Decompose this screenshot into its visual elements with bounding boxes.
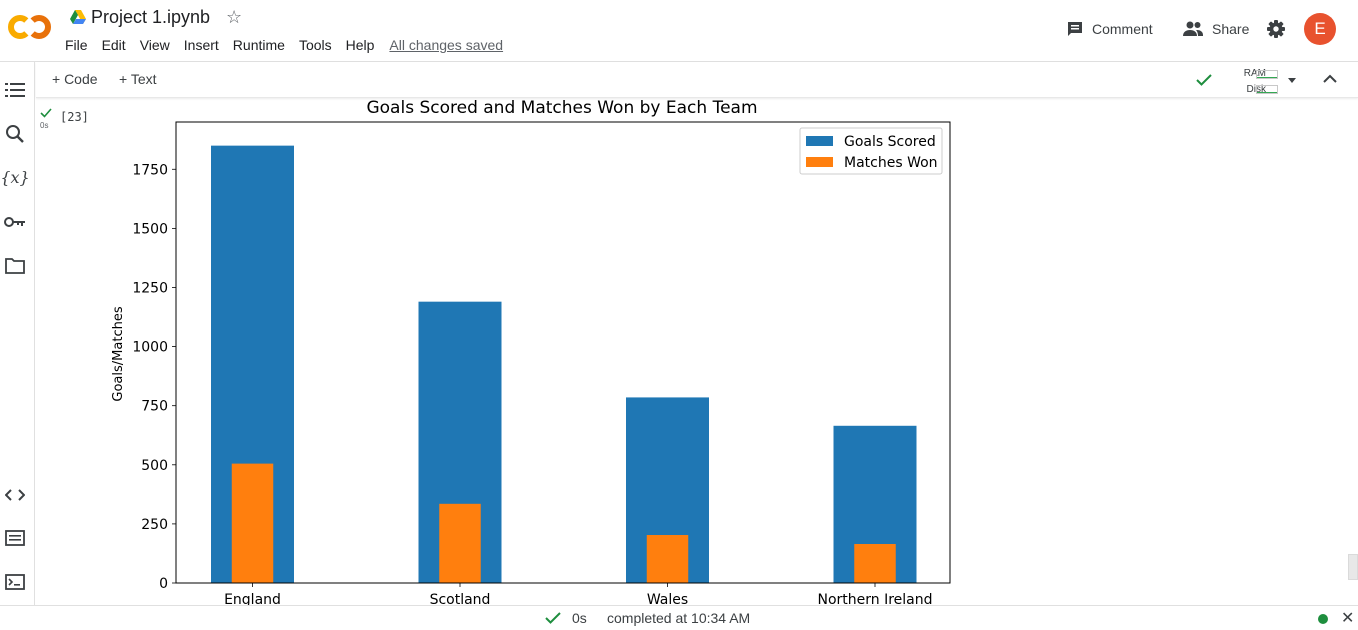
share-label: Share — [1212, 21, 1250, 37]
x-tick-label: Scotland — [430, 592, 491, 606]
chevron-down-icon[interactable] — [1286, 74, 1298, 86]
plot-area: England Scotland Wales Northern Ireland 0 250… — [132, 121, 951, 606]
y-tick-label: 1000 — [132, 340, 168, 356]
cell-success-check-icon — [40, 108, 52, 118]
cell-exec-time: 0s — [40, 121, 49, 130]
connected-check-icon — [1196, 74, 1212, 86]
add-text-button[interactable]: + Text — [119, 71, 157, 87]
y-tick-label: 1750 — [132, 162, 168, 178]
status-elapsed: 0s — [572, 610, 587, 626]
share-button[interactable]: Share — [1182, 14, 1249, 44]
google-drive-icon[interactable] — [70, 10, 86, 24]
scrollbar-thumb[interactable] — [1348, 554, 1358, 580]
terminal-icon[interactable] — [4, 571, 26, 593]
menu-runtime[interactable]: Runtime — [232, 37, 285, 53]
x-tick-label: Wales — [647, 592, 688, 606]
ram-usage-bar — [1256, 70, 1278, 79]
variables-icon[interactable]: {x} — [0, 167, 30, 187]
folder-icon[interactable] — [4, 255, 26, 277]
status-completed: completed at 10:34 AM — [607, 610, 751, 626]
settings-gear-icon[interactable] — [1266, 19, 1286, 39]
chart-title: Goals Scored and Matches Won by Each Tea… — [366, 98, 757, 118]
connection-status-dot — [1318, 614, 1328, 624]
y-tick-label: 500 — [141, 458, 168, 474]
colab-logo[interactable] — [8, 14, 52, 40]
y-tick-label: 750 — [141, 399, 168, 415]
toc-icon[interactable] — [4, 79, 26, 101]
close-icon[interactable]: ✕ — [1341, 610, 1355, 627]
y-tick-label: 0 — [159, 576, 168, 592]
menu-view[interactable]: View — [139, 37, 170, 53]
comment-label: Comment — [1092, 21, 1153, 37]
legend-swatch — [806, 136, 833, 146]
bar-wins-northern-ireland — [854, 543, 896, 583]
menu-edit[interactable]: Edit — [101, 37, 126, 53]
add-code-button[interactable]: + Code — [52, 71, 98, 87]
status-check-icon — [545, 612, 561, 624]
resource-monitor[interactable]: RAM Disk — [1196, 66, 1306, 95]
cell-exec-count[interactable]: [23] — [60, 110, 89, 124]
bar-chart: Goals Scored and Matches Won by Each Tea… — [111, 98, 951, 606]
code-snippets-icon[interactable] — [4, 484, 26, 506]
search-icon[interactable] — [4, 123, 26, 145]
menu-bar: File Edit View Insert Runtime Tools Help… — [65, 37, 517, 53]
command-palette-icon[interactable] — [4, 527, 26, 549]
axes-frame — [175, 121, 951, 584]
comment-icon — [1068, 22, 1082, 36]
menu-help[interactable]: Help — [345, 37, 375, 53]
bar-wins-scotland — [439, 503, 481, 583]
chart-ylabel: Goals/Matches — [111, 306, 126, 401]
x-tick-label: England — [224, 592, 281, 606]
y-tick-label: 250 — [141, 517, 168, 533]
chevron-up-icon[interactable] — [1322, 71, 1338, 87]
legend-label: Matches Won — [844, 155, 938, 171]
x-tick-label: Northern Ireland — [817, 592, 932, 606]
comment-button[interactable]: Comment — [1066, 14, 1153, 44]
menu-insert[interactable]: Insert — [183, 37, 219, 53]
key-icon[interactable] — [4, 211, 26, 233]
y-tick-label: 1500 — [132, 221, 168, 237]
avatar[interactable]: E — [1304, 13, 1336, 45]
legend-label: Goals Scored — [844, 134, 936, 150]
star-icon[interactable]: ☆ — [226, 7, 243, 27]
bar-wins-england — [231, 463, 274, 583]
menu-file[interactable]: File — [65, 37, 88, 53]
legend-box — [799, 127, 943, 175]
people-icon — [1183, 21, 1203, 36]
disk-usage-bar — [1256, 85, 1278, 94]
notebook-toolbar: + Code + Text RAM Disk — [36, 62, 1358, 98]
ram-label: RAM — [1243, 68, 1266, 79]
bar-wins-wales — [646, 535, 689, 583]
menu-tools[interactable]: Tools — [298, 37, 332, 53]
notebook-title[interactable]: Project 1.ipynb — [91, 7, 211, 27]
left-rail: {x} — [0, 62, 35, 606]
status-bar: 0s completed at 10:34 AM ✕ — [0, 605, 1358, 630]
y-tick-label: 1250 — [132, 280, 168, 296]
save-status-link[interactable]: All changes saved — [389, 37, 504, 53]
legend-swatch — [806, 157, 833, 167]
top-header: Project 1.ipynb ☆ File Edit View Insert … — [0, 0, 1358, 62]
